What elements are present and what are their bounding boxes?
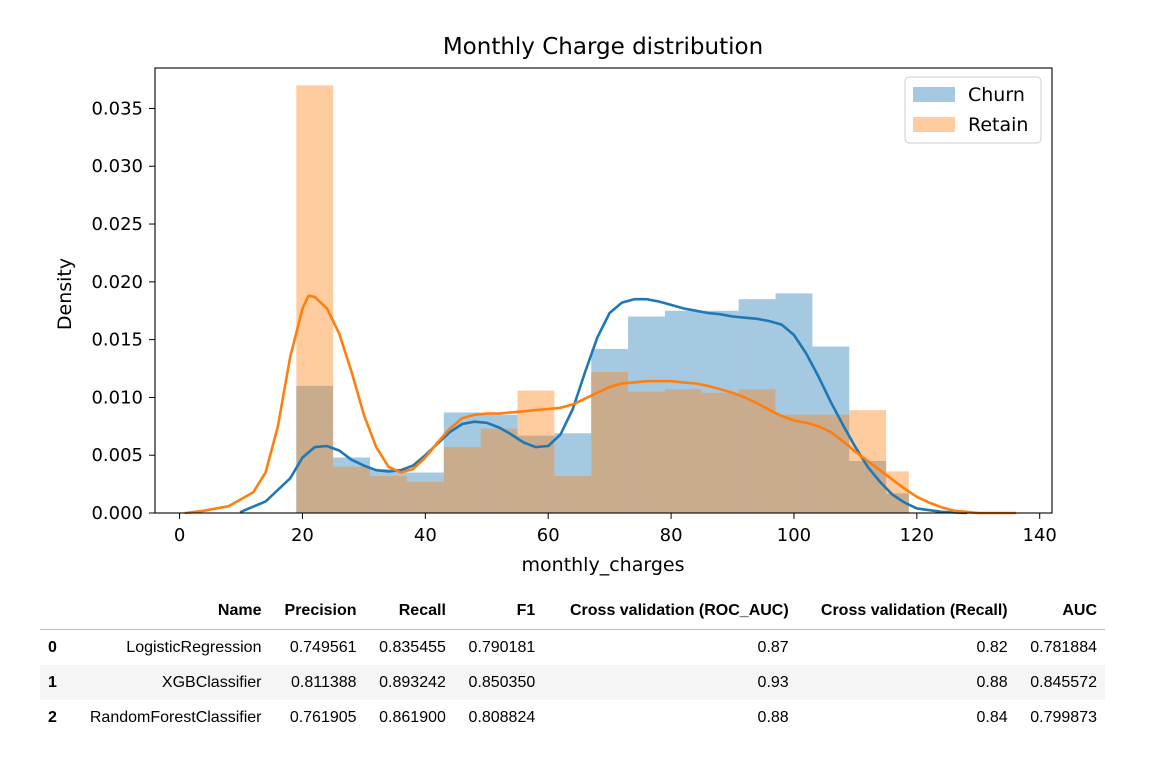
churn-kde-line bbox=[239, 297, 968, 515]
row-index: 2 bbox=[48, 708, 57, 726]
table-cell: 0.845572 bbox=[1030, 673, 1097, 691]
churn-histogram-bar bbox=[591, 348, 629, 513]
churn-histogram-bar bbox=[296, 385, 334, 513]
y-tick-label: 0.035 bbox=[91, 98, 143, 119]
churn-histogram-bar bbox=[664, 310, 702, 513]
plot-area: 0 20 40 60 80 100 120 140 0.000 0.005 0.010 0.015 0.… bbox=[91, 67, 1057, 546]
retain-histogram-bar bbox=[591, 371, 629, 513]
legend-swatch-churn bbox=[913, 87, 955, 102]
retain-kde-line bbox=[184, 294, 1017, 515]
table-cell: 0.749561 bbox=[289, 638, 357, 656]
retain-histogram-bar bbox=[701, 392, 739, 513]
retain-histogram-bar bbox=[296, 85, 334, 514]
table-cell: 0.835455 bbox=[379, 638, 446, 656]
table-cell: 0.87 bbox=[757, 638, 789, 656]
churn-histogram-bar bbox=[480, 414, 518, 513]
row-index: 1 bbox=[48, 673, 57, 691]
x-tick-label: 20 bbox=[291, 525, 314, 546]
table-row: 0 LogisticRegression 0.749561 0.835455 0… bbox=[40, 629, 1105, 665]
table-cell: 0.850350 bbox=[468, 673, 536, 691]
legend-box bbox=[904, 76, 1042, 144]
row-index: 0 bbox=[48, 638, 57, 656]
legend-swatch-retain bbox=[913, 117, 955, 132]
table-row: 2 RandomForestClassifier 0.761905 0.8619… bbox=[40, 700, 1105, 735]
y-tick-label: 0.015 bbox=[91, 330, 143, 351]
table-cell: 0.82 bbox=[976, 638, 1008, 656]
churn-histogram-bar bbox=[517, 435, 555, 513]
churn-histogram-bar bbox=[554, 433, 592, 513]
retain-histogram-bar bbox=[775, 414, 813, 513]
retain-histogram-bar bbox=[333, 466, 371, 513]
table-cell: 0.861900 bbox=[379, 708, 446, 726]
column-header: Cross validation (Recall) bbox=[820, 602, 1008, 619]
table-cell: XGBClassifier bbox=[161, 673, 262, 691]
x-tick-label: 100 bbox=[777, 525, 811, 546]
x-tick-label: 140 bbox=[1023, 525, 1057, 546]
table-cell: 0.811388 bbox=[291, 673, 357, 691]
x-tick-label: 40 bbox=[414, 525, 437, 546]
y-tick-label: 0.000 bbox=[91, 503, 143, 524]
retain-histogram-bar bbox=[664, 389, 702, 513]
table-cell: 0.88 bbox=[757, 708, 789, 726]
table-cell: LogisticRegression bbox=[126, 638, 262, 656]
chart-title: Monthly Charge distribution bbox=[443, 34, 763, 60]
plot-frame bbox=[154, 67, 1053, 514]
x-tick-label: 60 bbox=[537, 525, 560, 546]
y-axis-label: Density bbox=[54, 258, 76, 330]
table-header-row: Name Precision Recall F1 Cross validatio… bbox=[40, 593, 1105, 630]
churn-histogram-bar bbox=[886, 493, 909, 513]
table-row: 1 XGBClassifier 0.811388 0.893242 0.8503… bbox=[40, 665, 1105, 700]
table-cell: 0.761905 bbox=[289, 708, 357, 726]
x-axis-label: monthly_charges bbox=[522, 554, 685, 576]
retain-histogram-bar bbox=[406, 481, 444, 513]
retain-histogram-bar bbox=[370, 476, 407, 513]
table-cell: 0.88 bbox=[976, 673, 1008, 691]
monthly-charge-chart: Monthly Charge distribution 0 20 40 60 80 100… bbox=[54, 34, 1057, 576]
legend-label: Churn bbox=[968, 84, 1025, 106]
x-tick-label: 80 bbox=[660, 525, 683, 546]
index-header bbox=[40, 593, 67, 630]
table-cell: RandomForestClassifier bbox=[89, 708, 262, 726]
table-cell: 0.799873 bbox=[1030, 708, 1097, 726]
column-header: Recall bbox=[398, 602, 446, 619]
table-cell: 0.893242 bbox=[379, 673, 446, 691]
churn-histogram-bar bbox=[738, 299, 776, 513]
column-header: Name bbox=[217, 602, 262, 619]
metrics-table: Name Precision Recall F1 Cross validatio… bbox=[40, 593, 1105, 735]
x-tick-label: 120 bbox=[900, 525, 934, 546]
y-tick-label: 0.025 bbox=[91, 214, 143, 235]
y-tick-label: 0.005 bbox=[91, 445, 143, 466]
churn-histogram-bar bbox=[775, 293, 813, 513]
y-tick-label: 0.010 bbox=[91, 387, 143, 408]
churn-histogram-bar bbox=[370, 469, 407, 513]
table-cell: 0.93 bbox=[757, 673, 789, 691]
retain-histogram-bar bbox=[738, 389, 776, 513]
churn-histogram-bar bbox=[406, 472, 444, 513]
column-header: F1 bbox=[516, 602, 536, 619]
retain-histogram-bar bbox=[554, 476, 592, 513]
retain-histogram-bar bbox=[812, 414, 850, 513]
table-cell: 0.84 bbox=[976, 708, 1008, 726]
churn-histogram-bar bbox=[628, 316, 665, 513]
column-header: AUC bbox=[1062, 602, 1097, 619]
retain-histogram-bar bbox=[628, 391, 665, 513]
legend-label: Retain bbox=[968, 114, 1028, 136]
table-cell: 0.790181 bbox=[468, 638, 536, 656]
y-tick-label: 0.030 bbox=[91, 156, 143, 177]
column-header: Cross validation (ROC_AUC) bbox=[569, 602, 789, 619]
column-header: Precision bbox=[284, 602, 357, 619]
x-tick-label: 0 bbox=[174, 525, 185, 546]
table-cell: 0.808824 bbox=[468, 708, 536, 726]
table-cell: 0.781884 bbox=[1030, 638, 1097, 656]
churn-histogram-bar bbox=[701, 310, 739, 513]
retain-histogram-bar bbox=[480, 428, 518, 513]
y-tick-label: 0.020 bbox=[91, 272, 143, 293]
retain-histogram-bar bbox=[443, 447, 481, 513]
